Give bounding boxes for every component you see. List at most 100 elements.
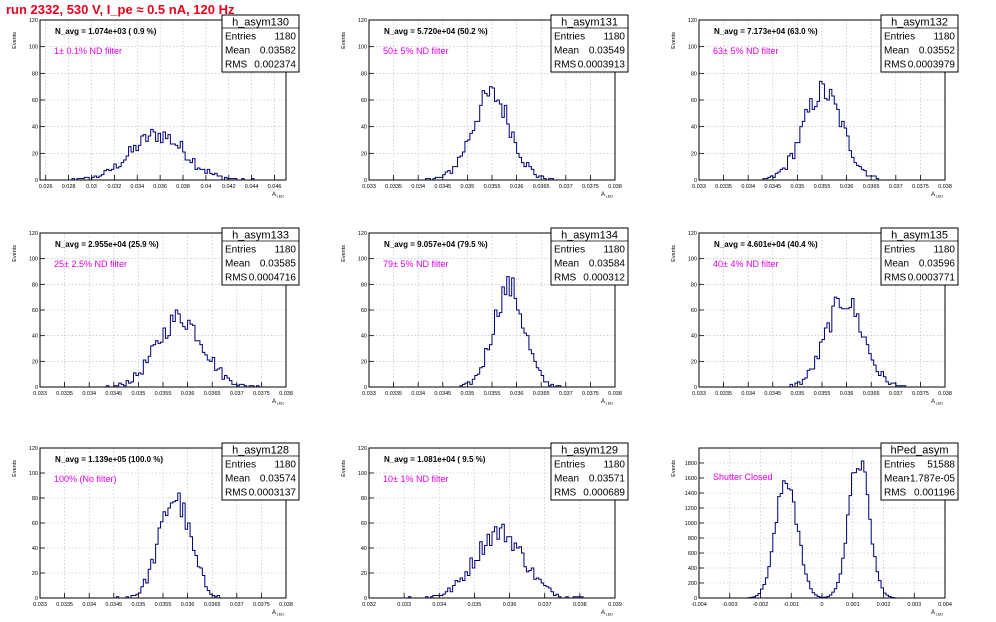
stats-key: RMS	[884, 488, 907, 499]
x-tick-label: 0.037	[889, 184, 903, 190]
stats-value: 0.0003771	[908, 273, 956, 284]
stats-value: 0.03582	[260, 46, 297, 57]
stats-value: 0.002374	[254, 60, 296, 71]
y-tick-label: 200	[688, 581, 697, 587]
y-tick-label: 40	[691, 125, 697, 131]
x-tick-label: 0.0365	[863, 184, 880, 190]
histogram-name: h_asym134	[561, 230, 618, 242]
histogram-name: h_asym131	[561, 17, 618, 29]
histogram-line	[369, 523, 615, 599]
x-tick-label: 0.042	[222, 184, 236, 190]
stats-box	[550, 14, 629, 73]
x-tick-label: 0.036	[840, 184, 854, 190]
x-tick-label: 0.037	[230, 391, 244, 397]
filter-note: 1± 0.1% ND filter	[54, 46, 122, 56]
x-tick-label: 0.037	[559, 184, 573, 190]
filter-note: 10± 1% ND filter	[383, 474, 448, 484]
y-tick-label: 1800	[685, 461, 697, 467]
y-tick-label: 120	[358, 446, 367, 452]
navg-label: N_avg = 5.720e+04 (50.2 %)	[384, 27, 488, 36]
stats-box	[221, 227, 300, 286]
y-tick-label: 80	[32, 496, 38, 502]
y-tick-label: 40	[32, 546, 38, 552]
filter-note: 79± 5% ND filter	[383, 259, 448, 269]
y-tick-label: 400	[688, 566, 697, 572]
histogram-line	[699, 80, 945, 181]
stats-key: Entries	[884, 460, 915, 471]
x-tick-label: 0.033	[397, 602, 411, 608]
filter-note: 63± 5% ND filter	[713, 46, 778, 56]
navg-label: N_avg = 1.081e+04 ( 9.5 %)	[384, 455, 486, 464]
y-axis-title: Events	[671, 32, 677, 49]
y-tick-label: 60	[361, 521, 367, 527]
x-tick-label: 0.038	[279, 391, 293, 397]
stats-box	[550, 227, 629, 286]
stats-value: 1180	[603, 245, 625, 256]
stats-key: Mean	[554, 46, 579, 57]
stats-key: Mean	[884, 474, 909, 485]
x-tick-label: 0.0345	[434, 184, 451, 190]
x-tick-label: 0.034	[82, 602, 96, 608]
y-tick-label: 20	[361, 571, 367, 577]
y-tick-label: 100	[358, 257, 367, 263]
x-tick-label: 0.0375	[253, 602, 270, 608]
x-tick-label: 0.036	[840, 391, 854, 397]
x-tick-label: 0.026	[39, 184, 53, 190]
y-tick-label: 60	[691, 308, 697, 314]
y-tick-label: 120	[688, 18, 697, 24]
x-tick-label: 0.035	[468, 602, 482, 608]
x-tick-label: 0	[820, 602, 823, 608]
stats-key: Entries	[225, 460, 256, 471]
stats-key: Mean	[554, 259, 579, 270]
x-tick-label: -0.004	[691, 602, 707, 608]
x-tick-label: 0.037	[538, 602, 552, 608]
histogram-name: h_asym129	[561, 445, 618, 457]
x-tick-label: 0.038	[938, 184, 952, 190]
x-tick-label: 0.038	[608, 184, 622, 190]
stats-value: 0.03549	[589, 46, 626, 57]
x-tick-label: 0.032	[107, 184, 121, 190]
x-tick-label: 0.002	[877, 602, 891, 608]
x-axis-title: ALED	[272, 192, 284, 199]
y-tick-label: 40	[361, 125, 367, 131]
histogram-panel-h_asym129: 0.032 0.033 0.034 0.035 0.036 0.037 0.038 0.039…	[341, 442, 629, 617]
y-tick-label: 40	[32, 334, 38, 340]
y-tick-label: 80	[691, 282, 697, 288]
stats-key: Mean	[884, 259, 909, 270]
x-tick-label: 0.033	[33, 391, 47, 397]
y-tick-label: 0	[694, 596, 697, 602]
histogram-name: h_asym130	[232, 17, 289, 29]
y-tick-label: 100	[688, 45, 697, 51]
y-tick-label: 80	[32, 71, 38, 77]
histogram-panel-h_asym128: 0.033 0.0335 0.034 0.0345 0.035 0.0355 0.036 0.…	[12, 442, 300, 617]
y-tick-label: 20	[32, 571, 38, 577]
x-tick-label: 0.0335	[715, 391, 732, 397]
x-tick-label: 0.0345	[764, 391, 781, 397]
stats-key: RMS	[225, 273, 248, 284]
stats-value: 1180	[274, 32, 296, 43]
stats-value: 1180	[933, 245, 955, 256]
x-tick-label: 0.03	[86, 184, 97, 190]
stats-box	[221, 14, 300, 73]
x-tick-label: 0.0355	[155, 391, 172, 397]
x-tick-label: 0.0355	[484, 184, 501, 190]
y-axis-title: Events	[341, 245, 347, 262]
x-tick-label: 0.036	[503, 602, 517, 608]
x-axis-title: ALED	[601, 610, 613, 617]
y-tick-label: 80	[361, 282, 367, 288]
x-tick-label: 0.036	[153, 184, 167, 190]
x-tick-label: 0.034	[741, 391, 755, 397]
x-tick-label: 0.033	[362, 184, 376, 190]
y-tick-label: 20	[691, 151, 697, 157]
histogram-panel-h_asym131: 0.033 0.0335 0.034 0.0345 0.035 0.0355 0.036 0.…	[341, 14, 629, 199]
stats-box	[880, 442, 959, 501]
stats-key: Mean	[884, 46, 909, 57]
y-axis-title: Events	[341, 460, 347, 477]
x-tick-label: 0.033	[692, 184, 706, 190]
y-tick-label: 100	[358, 45, 367, 51]
x-tick-label: 0.033	[362, 391, 376, 397]
x-tick-label: 0.037	[889, 391, 903, 397]
x-tick-label: 0.038	[279, 602, 293, 608]
histogram-name: h_asym132	[891, 17, 948, 29]
